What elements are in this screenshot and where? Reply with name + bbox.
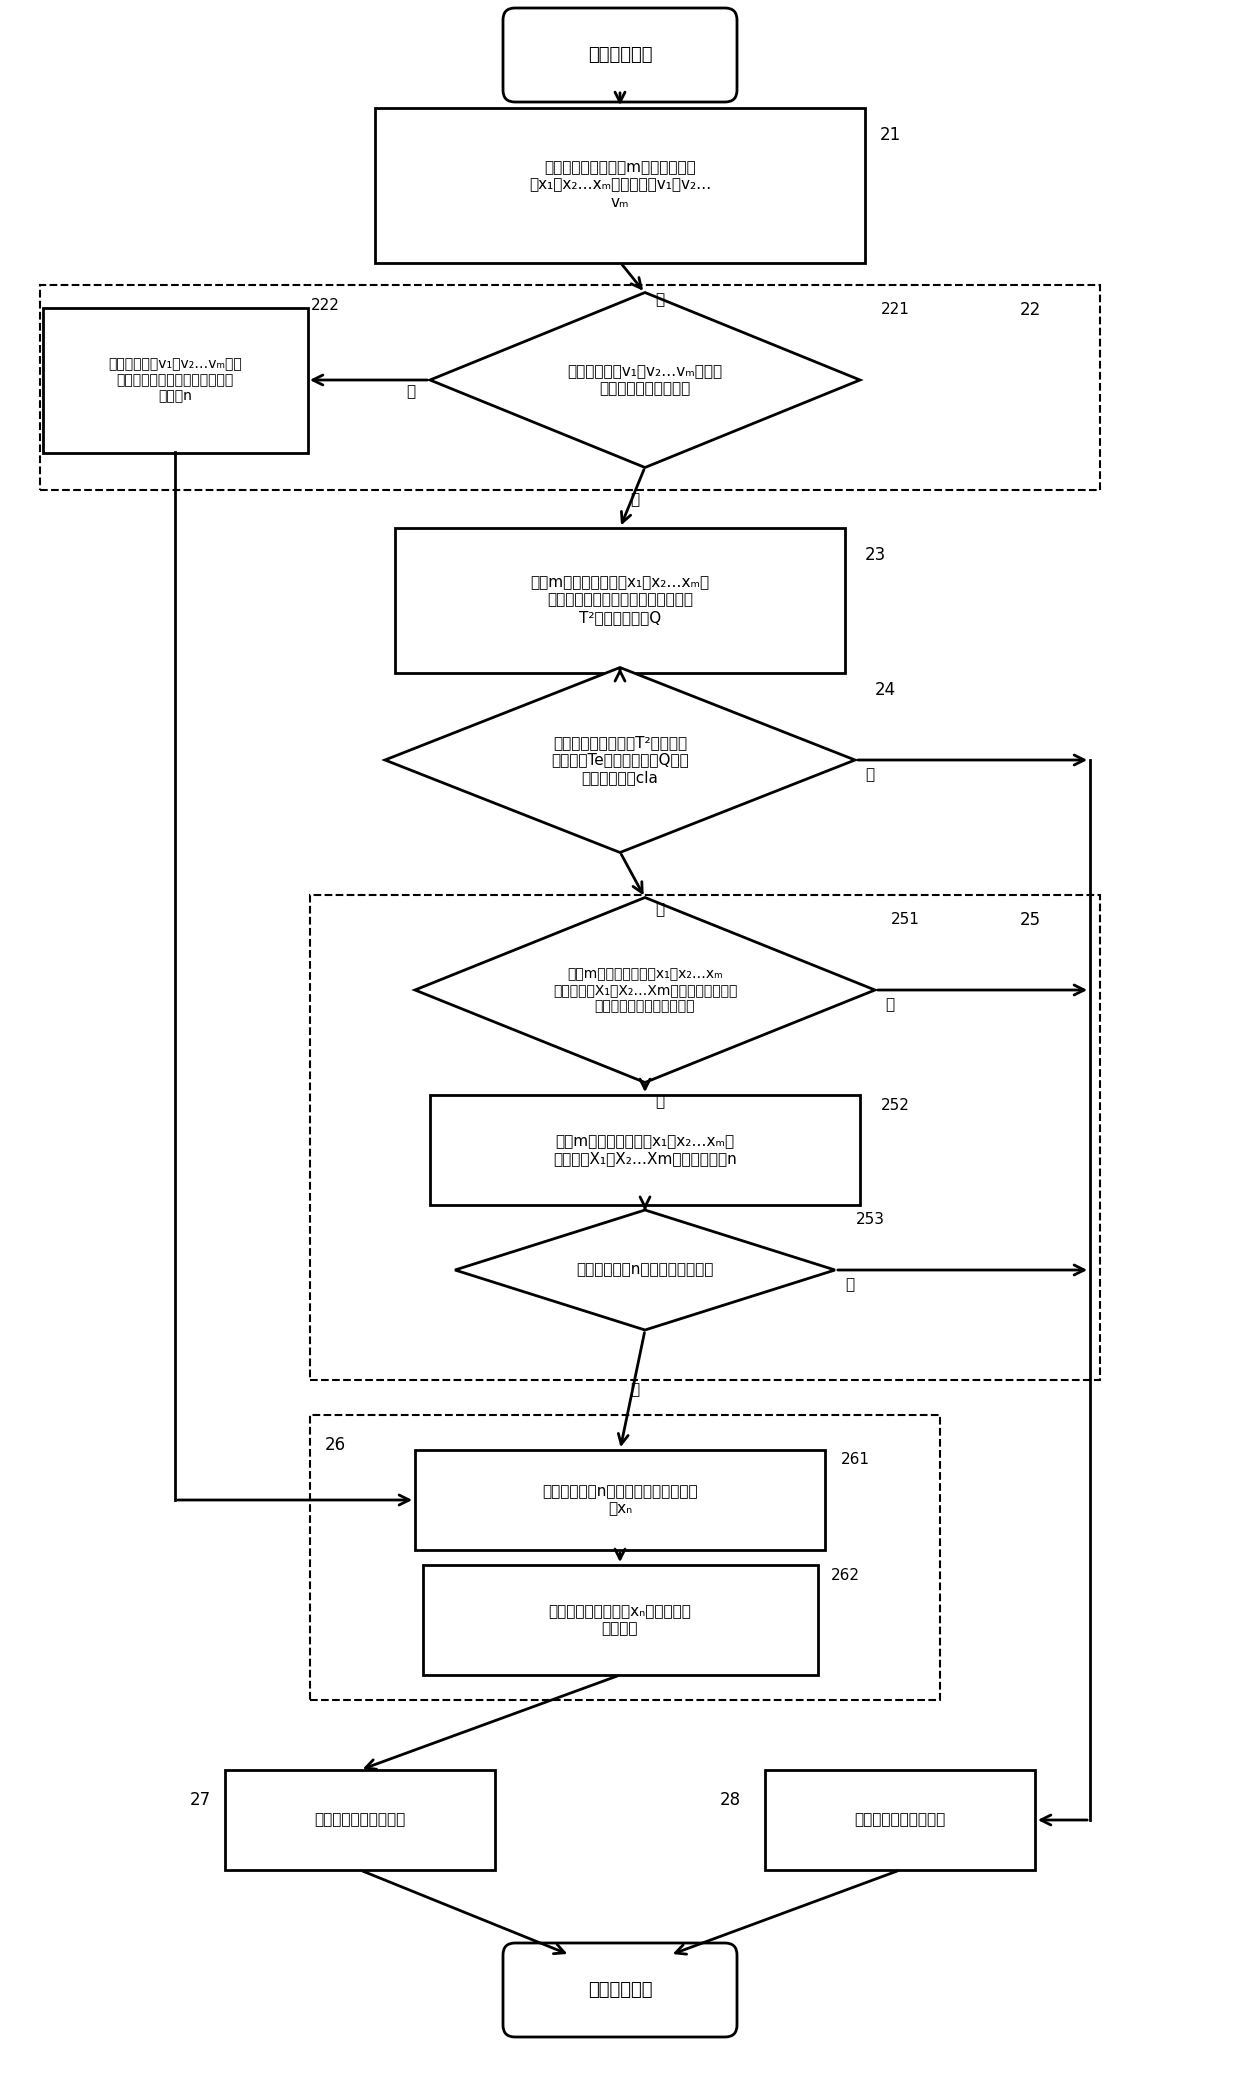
Text: 262: 262: [831, 1568, 859, 1582]
Bar: [374, 107, 866, 262]
Text: 将重构后的数据信号xₙ传输给燃料
电池系统: 将重构后的数据信号xₙ传输给燃料 电池系统: [548, 1603, 692, 1637]
Text: 判断故障部件n是否为非核心部件: 判断故障部件n是否为非核心部件: [577, 1262, 714, 1277]
Polygon shape: [455, 1210, 835, 1329]
Text: 根据m个传感器的数据x₁，x₂…xₘ建
立实时数据矩阵统计计算第一诊断值
T²和第二诊断值Q: 根据m个传感器的数据x₁，x₂…xₘ建 立实时数据矩阵统计计算第一诊断值 T²和…: [531, 576, 709, 626]
Text: 是: 是: [656, 1095, 665, 1109]
Text: 251: 251: [890, 913, 919, 927]
Text: 否: 否: [885, 998, 894, 1013]
Text: 根据m个传感器的数据x₁，x₂…xₘ
与故障阈值X₁，X₂…Xm检索所述故障数据
库判断故障是否为可逆故障: 根据m个传感器的数据x₁，x₂…xₘ 与故障阈值X₁，X₂…Xm检索所述故障数据…: [553, 967, 738, 1013]
Text: 23: 23: [864, 546, 885, 563]
Text: 在线处理开始: 在线处理开始: [588, 46, 652, 65]
Text: 定位反馈电压v₁，v₂…vₘ超出
正常电压范围的传感器对应的故
障部件n: 定位反馈电压v₁，v₂…vₘ超出 正常电压范围的传感器对应的故 障部件n: [108, 356, 242, 404]
FancyBboxPatch shape: [503, 8, 737, 103]
Bar: [42, 308, 308, 452]
Text: 221: 221: [880, 303, 909, 318]
Text: 24: 24: [874, 680, 895, 699]
Text: 否: 否: [866, 768, 874, 783]
Bar: [423, 1566, 817, 1674]
Text: 采集燃料电池系统中m个传感器的数
据x₁，x₂…xₘ和反馈电压v₁，v₂…
vₘ: 采集燃料电池系统中m个传感器的数 据x₁，x₂…xₘ和反馈电压v₁，v₂… vₘ: [529, 159, 711, 209]
Text: 是: 是: [656, 902, 665, 917]
Text: 判断反馈电压v₁，v₂…vₘ是否在
预设的正常电压范围内: 判断反馈电压v₁，v₂…vₘ是否在 预设的正常电压范围内: [568, 364, 723, 396]
Text: 停机检修燃料电池系统: 停机检修燃料电池系统: [854, 1813, 946, 1827]
Text: 27: 27: [190, 1792, 211, 1808]
Text: 25: 25: [1019, 910, 1040, 929]
Bar: [310, 1415, 940, 1700]
Text: 是: 是: [630, 1383, 640, 1398]
Text: 判断是否第一诊断值T²大于第一
故障阈值Te或第二诊断值Q大于
第二故障阈值cla: 判断是否第一诊断值T²大于第一 故障阈值Te或第二诊断值Q大于 第二故障阈值cl…: [551, 735, 689, 785]
Bar: [396, 527, 844, 672]
Text: 222: 222: [310, 297, 340, 312]
Text: 燃料电池系统继续运行: 燃料电池系统继续运行: [315, 1813, 405, 1827]
Bar: [765, 1771, 1035, 1869]
Text: 253: 253: [856, 1212, 884, 1226]
Text: 252: 252: [880, 1097, 909, 1113]
Text: 否: 否: [405, 385, 415, 400]
Text: 在线处理结束: 在线处理结束: [588, 1980, 652, 1999]
Polygon shape: [430, 293, 861, 467]
Text: 26: 26: [325, 1436, 346, 1455]
Bar: [310, 896, 1100, 1379]
Text: 261: 261: [841, 1453, 869, 1467]
FancyBboxPatch shape: [503, 1942, 737, 2036]
Text: 根据m个传感器的数据x₁，x₂…xₘ与
故障阈值X₁，X₂…Xm定位故障部件n: 根据m个传感器的数据x₁，x₂…xₘ与 故障阈值X₁，X₂…Xm定位故障部件n: [553, 1134, 737, 1166]
Bar: [415, 1450, 825, 1551]
Bar: [40, 285, 1100, 490]
Text: 否: 否: [846, 1277, 854, 1293]
Text: 21: 21: [879, 126, 900, 144]
Polygon shape: [415, 898, 875, 1082]
Text: 是: 是: [630, 492, 640, 507]
Text: 22: 22: [1019, 301, 1040, 318]
Bar: [224, 1771, 495, 1869]
Text: 重构故障部件n对应的传感器的数据信
号xₙ: 重构故障部件n对应的传感器的数据信 号xₙ: [542, 1484, 698, 1515]
Text: 是: 是: [656, 293, 665, 308]
Polygon shape: [384, 668, 856, 852]
Text: 28: 28: [719, 1792, 740, 1808]
Bar: [430, 1095, 861, 1206]
